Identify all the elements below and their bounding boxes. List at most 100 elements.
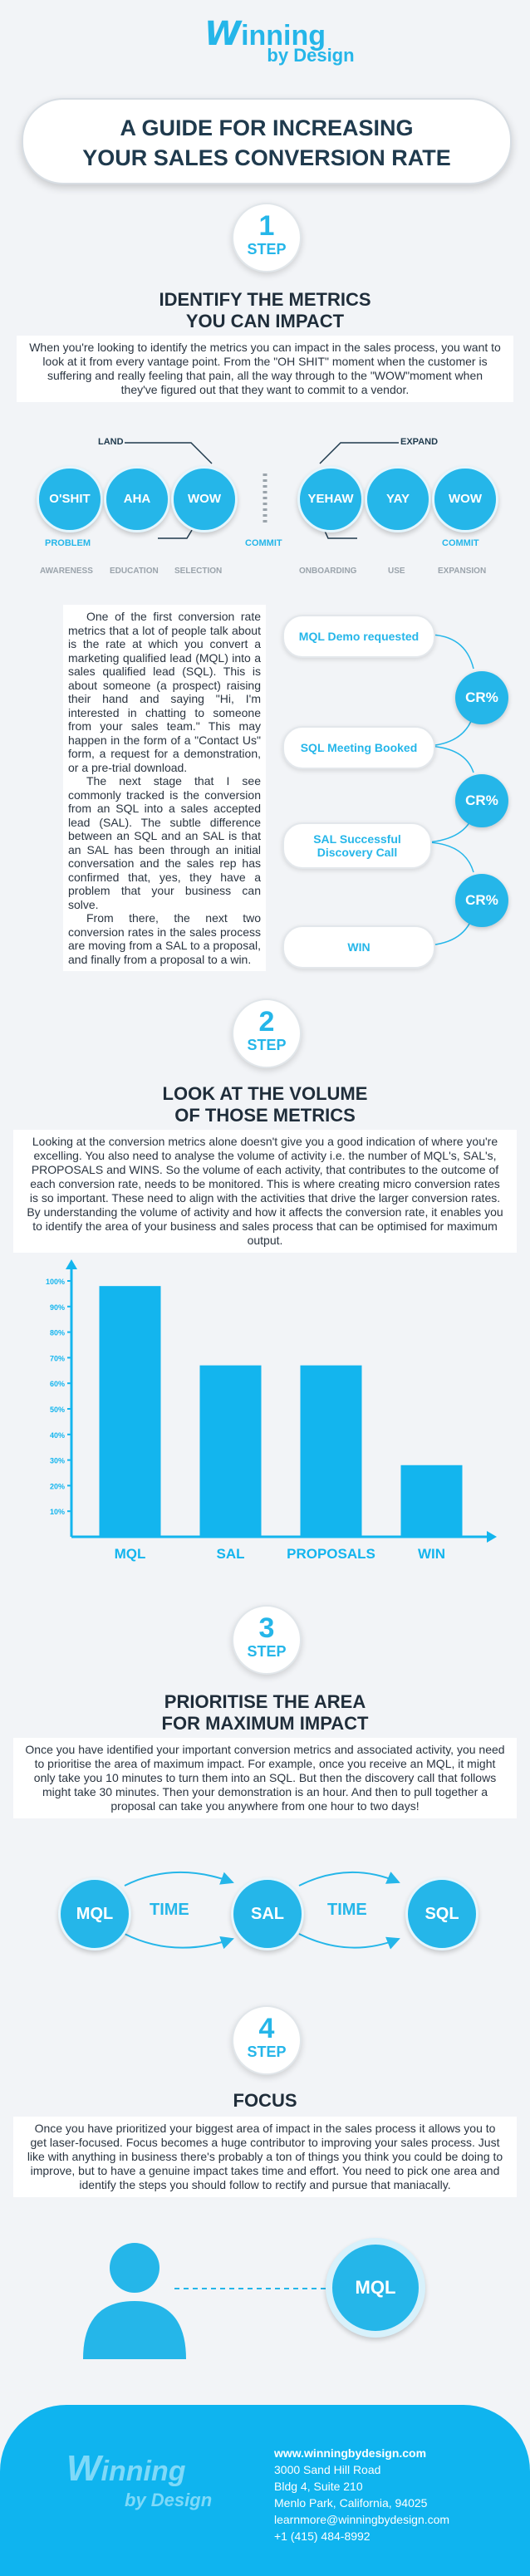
step4-number: 4 — [258, 2013, 275, 2044]
title-banner: A GUIDE FOR INCREASING YOUR SALES CONVER… — [22, 98, 512, 184]
step2-heading-line1: LOOK AT THE VOLUME — [162, 1083, 368, 1104]
flow-time-1: TIME — [150, 1901, 189, 1919]
step1-body-p1: One of the first conversion rate metrics… — [68, 610, 261, 774]
step2-intro: Looking at the conversion metrics alone … — [13, 1130, 517, 1253]
footer-phone[interactable]: +1 (415) 484-8992 — [274, 2529, 371, 2543]
y-tick-label: 30% — [50, 1457, 65, 1465]
focus-target-mql: MQL — [326, 2238, 425, 2338]
person-body-icon — [83, 2301, 186, 2359]
x-tick-label: WIN — [418, 1546, 445, 1562]
stage-awareness: AWARENESS — [40, 567, 93, 576]
logo-w-icon: W — [204, 15, 242, 53]
footer-logo-subtitle: by Design — [125, 2490, 213, 2510]
cr-badge-3: CR% — [455, 874, 508, 927]
x-tick-label: MQL — [115, 1546, 146, 1562]
footer-website[interactable]: www.winningbydesign.com — [274, 2446, 427, 2460]
commit-right-label: COMMIT — [442, 538, 479, 548]
stage-use: USE — [388, 567, 405, 576]
expand-label: EXPAND — [400, 437, 439, 447]
footer-logo-wordmark: inning — [101, 2456, 186, 2487]
step3-intro: Once you have identified your important … — [13, 1738, 517, 1818]
commit-center-label: COMMIT — [245, 538, 282, 548]
y-axis-arrow-icon — [66, 1259, 77, 1269]
stage-education: EDUCATION — [110, 567, 159, 576]
step1-intro: When you're looking to identify the metr… — [17, 336, 513, 402]
footer-email[interactable]: learnmore@winningbydesign.com — [274, 2513, 450, 2526]
person-head-icon — [110, 2243, 159, 2293]
y-tick-label: 60% — [50, 1380, 65, 1388]
step2-heading-line2: OF THOSE METRICS — [174, 1105, 356, 1126]
bubble-aha: AHA — [104, 466, 170, 532]
step3-heading-line1: PRIORITISE THE AREA — [164, 1691, 366, 1712]
time-flow-arrows — [124, 1872, 400, 1950]
y-tick-label: 20% — [50, 1482, 65, 1490]
step3-badge: 3 STEP — [232, 1605, 302, 1675]
x-axis-arrow-icon — [487, 1531, 497, 1543]
x-tick-label: PROPOSALS — [287, 1546, 375, 1562]
step3-number: 3 — [258, 1612, 275, 1644]
step1-label: STEP — [247, 241, 287, 258]
step1-heading-line2: YOU CAN IMPACT — [185, 311, 345, 331]
step4-badge: 4 STEP — [232, 2005, 302, 2075]
y-tick-label: 70% — [50, 1354, 65, 1362]
step1-heading-line1: IDENTIFY THE METRICS — [159, 289, 371, 310]
step2-number: 2 — [258, 1006, 275, 1038]
bubble-yay: YAY — [365, 466, 431, 532]
step1-body-p2: The next stage that I see commonly track… — [68, 774, 261, 911]
title-line2: YOUR SALES CONVERSION RATE — [82, 145, 451, 170]
footer-address2: Bldg 4, Suite 210 — [274, 2480, 363, 2493]
volume-bar-chart: 100% 90% 80% 70% 60% 50% 40% 30% 20% 10% MQL SAL PRO… — [46, 1259, 497, 1562]
footer-logo: Winning by Design — [66, 2448, 212, 2511]
footer-address1: 3000 Sand Hill Road — [274, 2463, 381, 2476]
stage-selection: SELECTION — [174, 567, 223, 576]
funnel-win: WIN — [282, 925, 435, 969]
header-logo: Winning by Design — [0, 15, 530, 66]
cr-badge-1: CR% — [455, 671, 508, 724]
bar-win — [400, 1465, 463, 1537]
stage-expansion: EXPANSION — [438, 567, 487, 576]
funnel-sql: SQL Meeting Booked — [282, 726, 435, 769]
focus-illustration — [83, 2243, 332, 2359]
footer-logo-w-icon: W — [66, 2448, 101, 2489]
funnel-mql: MQL Demo requested — [282, 615, 435, 658]
funnel-sal: SAL Successful Discovery Call — [282, 822, 432, 869]
footer-address3: Menlo Park, California, 94025 — [274, 2496, 428, 2510]
step1-heading: IDENTIFY THE METRICS YOU CAN IMPACT — [0, 289, 530, 332]
step2-badge: 2 STEP — [232, 999, 302, 1068]
logo-subtitle: by Design — [267, 45, 355, 66]
step1-badge: 1 STEP — [232, 203, 302, 272]
title-line1: A GUIDE FOR INCREASING — [120, 115, 414, 140]
bar-sal — [199, 1365, 262, 1537]
step3-heading: PRIORITISE THE AREA FOR MAXIMUM IMPACT — [0, 1691, 530, 1735]
step1-body-p3: From there, the next two conversion rate… — [68, 911, 261, 966]
step2-label: STEP — [247, 1037, 287, 1053]
y-tick-label: 10% — [50, 1508, 65, 1516]
flow-time-2: TIME — [327, 1901, 367, 1919]
y-tick-label: 100% — [46, 1278, 65, 1286]
stage-onboarding: ONBOARDING — [299, 567, 357, 576]
logo-wordmark: inning — [241, 20, 326, 52]
step1-body: One of the first conversion rate metrics… — [63, 605, 266, 971]
problem-label: PROBLEM — [45, 538, 91, 548]
y-tick-label: 80% — [50, 1329, 65, 1337]
step4-heading: FOCUS — [233, 2090, 297, 2111]
flow-sql: SQL — [405, 1877, 478, 1950]
cr-badge-2: CR% — [455, 774, 508, 827]
y-tick-label: 50% — [50, 1406, 65, 1414]
y-tick-label: 40% — [50, 1431, 65, 1440]
bar-mql — [99, 1286, 161, 1537]
bubble-yehaw: YEHAW — [297, 466, 364, 532]
land-label: LAND — [98, 437, 124, 447]
bubble-oshit: O'SHIT — [37, 466, 103, 532]
y-tick-label: 90% — [50, 1303, 65, 1312]
step3-label: STEP — [247, 1643, 287, 1660]
footer: Winning by Design www.winningbydesign.co… — [0, 2405, 530, 2576]
step2-heading: LOOK AT THE VOLUME OF THOSE METRICS — [0, 1083, 530, 1126]
step4-label: STEP — [247, 2044, 287, 2060]
footer-contact: www.winningbydesign.com 3000 Sand Hill R… — [274, 2445, 449, 2544]
bubble-wow-left: WOW — [171, 466, 238, 532]
flow-sal: SAL — [231, 1877, 304, 1950]
step1-number: 1 — [258, 210, 275, 242]
step3-heading-line2: FOR MAXIMUM IMPACT — [161, 1713, 369, 1734]
bubble-wow-right: WOW — [432, 466, 498, 532]
